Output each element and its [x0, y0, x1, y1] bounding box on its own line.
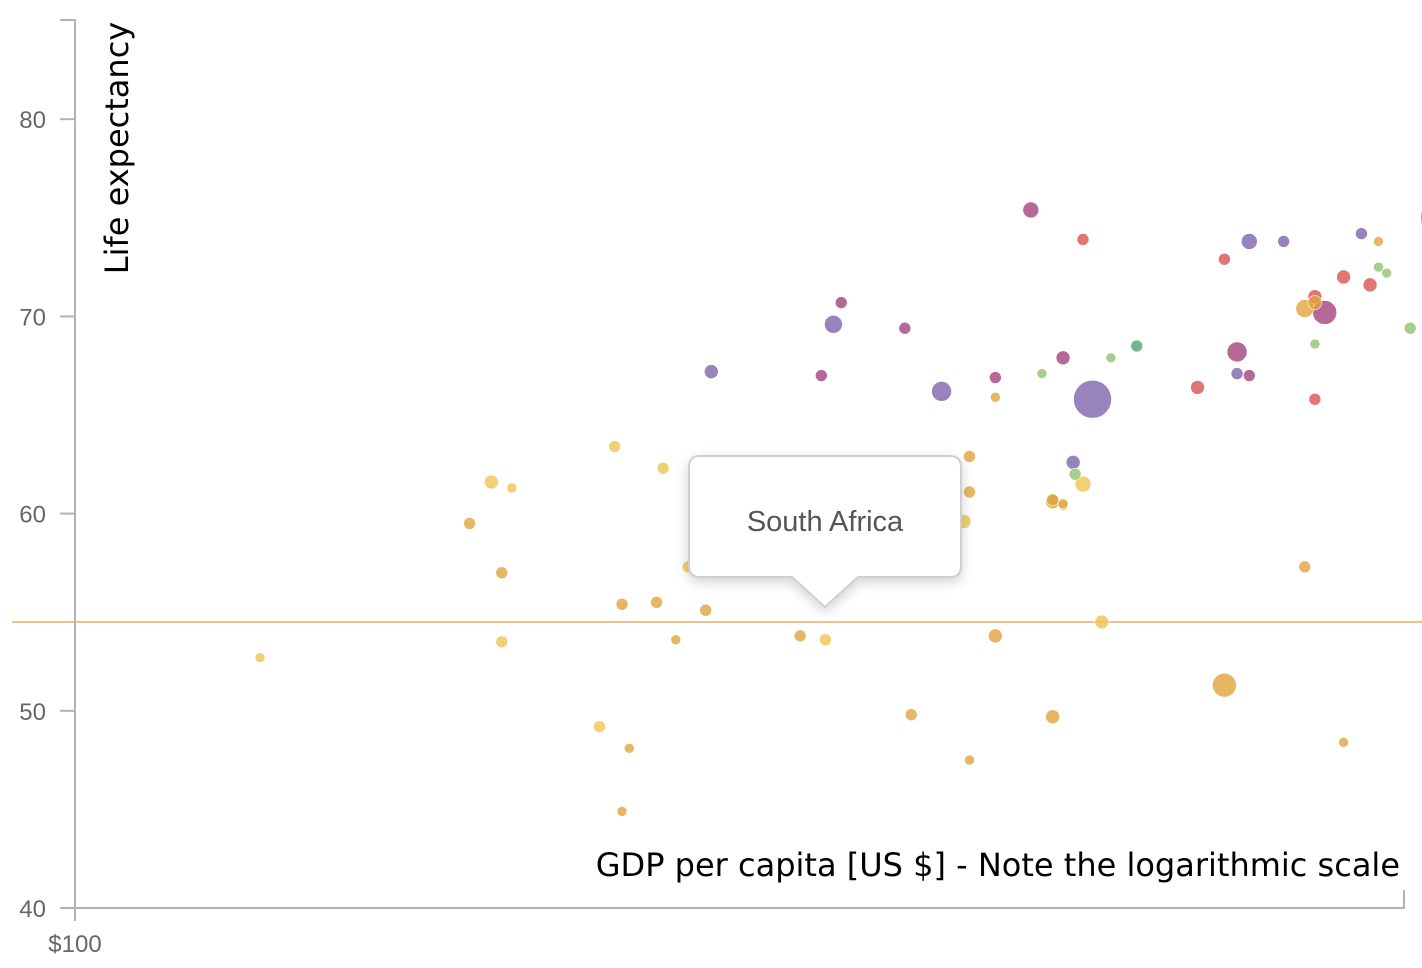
bubble-africa[interactable] [1298, 560, 1312, 574]
bubble-europe[interactable] [1130, 339, 1144, 353]
bubble-africa[interactable] [963, 485, 976, 499]
bubble-lightgreen[interactable] [1036, 368, 1048, 379]
tooltip-label: South Africa [747, 506, 904, 538]
bubble-lightgreen[interactable] [1068, 467, 1082, 481]
bubble-africa[interactable] [990, 391, 1001, 403]
bubble-africa_light[interactable] [819, 633, 832, 647]
bubble-americas[interactable] [1218, 252, 1231, 266]
bubble-africa[interactable] [904, 708, 918, 722]
bubble-asia[interactable] [898, 321, 912, 335]
bubble-asia[interactable] [989, 371, 1002, 384]
tooltip-box [688, 455, 962, 609]
bubble-lightgreen[interactable] [1403, 321, 1417, 335]
bubble-asia[interactable] [1022, 201, 1040, 219]
x-tick-label: $100 [48, 931, 101, 958]
bubble-americas[interactable] [1362, 277, 1378, 293]
bubble-africa[interactable] [1373, 236, 1384, 247]
bubble-middle_east[interactable] [1065, 455, 1081, 470]
bubble-middle_east[interactable] [931, 381, 952, 402]
bubble-middle_east[interactable] [1241, 233, 1258, 250]
y-axis-title: Life expectancy [98, 22, 136, 274]
y-tick-label: 50 [19, 699, 46, 726]
bubble-africa[interactable] [793, 629, 807, 643]
bubble-lightgreen[interactable] [1309, 338, 1321, 350]
bubble-africa[interactable] [495, 566, 509, 580]
bubble-americas[interactable] [1308, 392, 1322, 406]
y-axis-ticks: 40 50 60 70 80 [19, 107, 75, 923]
x-axis-ticks: $100$10k [48, 908, 102, 958]
bubble-africa[interactable] [1057, 498, 1069, 510]
bubble-africa[interactable] [670, 634, 682, 646]
bubble-africa_light[interactable] [254, 652, 266, 663]
bubble-africa_light[interactable] [1074, 475, 1092, 493]
bubble-asia[interactable] [1055, 350, 1071, 366]
bubble-africa[interactable] [623, 742, 635, 754]
y-tick-label: 40 [19, 896, 46, 923]
bubble-africa_light[interactable] [484, 474, 499, 490]
bubble-middle_east[interactable] [1073, 379, 1112, 419]
bubble-africa[interactable] [988, 628, 1003, 644]
bubble-africa_light[interactable] [506, 482, 518, 494]
bubble-africa_light[interactable] [593, 720, 606, 733]
bubble-africa[interactable] [1046, 493, 1059, 507]
bubble-africa[interactable] [615, 598, 629, 611]
bubble-americas[interactable] [1336, 269, 1351, 285]
bubble-asia[interactable] [1243, 369, 1256, 382]
bubble-americas[interactable] [1076, 233, 1090, 246]
bubble-middle_east[interactable] [703, 364, 719, 379]
y-axis-line [60, 19, 76, 908]
y-tick-label: 80 [19, 107, 46, 134]
bubble-middle_east[interactable] [1355, 227, 1368, 240]
bubble-africa[interactable] [650, 596, 663, 609]
y-tick-label: 60 [19, 502, 46, 529]
bubble-africa_light[interactable] [495, 635, 509, 649]
bubble-africa_light[interactable] [656, 461, 670, 475]
bubble-africa[interactable] [616, 806, 628, 817]
bubble-asia[interactable] [815, 369, 828, 382]
bubble-africa[interactable] [1307, 295, 1323, 310]
bubble-asia[interactable] [834, 296, 848, 309]
x-axis-line [75, 890, 1405, 909]
bubble-africa[interactable] [1212, 672, 1237, 698]
bubble-africa_light[interactable] [608, 440, 621, 453]
y-tick-label: 70 [19, 304, 46, 331]
bubble-africa[interactable] [1045, 709, 1060, 725]
bubble-africa[interactable] [463, 517, 476, 530]
bubble-middle_east[interactable] [1230, 367, 1244, 380]
x-axis-title: GDP per capita [US $] - Note the logarit… [596, 846, 1400, 884]
bubble-middle_east[interactable] [1277, 235, 1290, 248]
bubble-africa[interactable] [699, 603, 712, 617]
bubble-middle_east[interactable] [824, 314, 843, 334]
bubble-americas[interactable] [1190, 380, 1205, 395]
tooltip: South Africa [688, 455, 962, 609]
axes [60, 19, 1405, 909]
bubble-africa_light[interactable] [1094, 614, 1110, 630]
bubble-lightgreen[interactable] [1105, 352, 1117, 364]
bubble-africa[interactable] [964, 754, 975, 766]
bubble-lightgreen[interactable] [1381, 267, 1392, 279]
bubble-africa[interactable] [1338, 737, 1349, 748]
bubble-lightgreen[interactable] [1373, 261, 1384, 273]
crosshair-guides [12, 621, 1422, 624]
bubble-layer [254, 201, 1422, 817]
bubble-asia[interactable] [1226, 341, 1248, 363]
bubble-africa[interactable] [963, 450, 976, 463]
